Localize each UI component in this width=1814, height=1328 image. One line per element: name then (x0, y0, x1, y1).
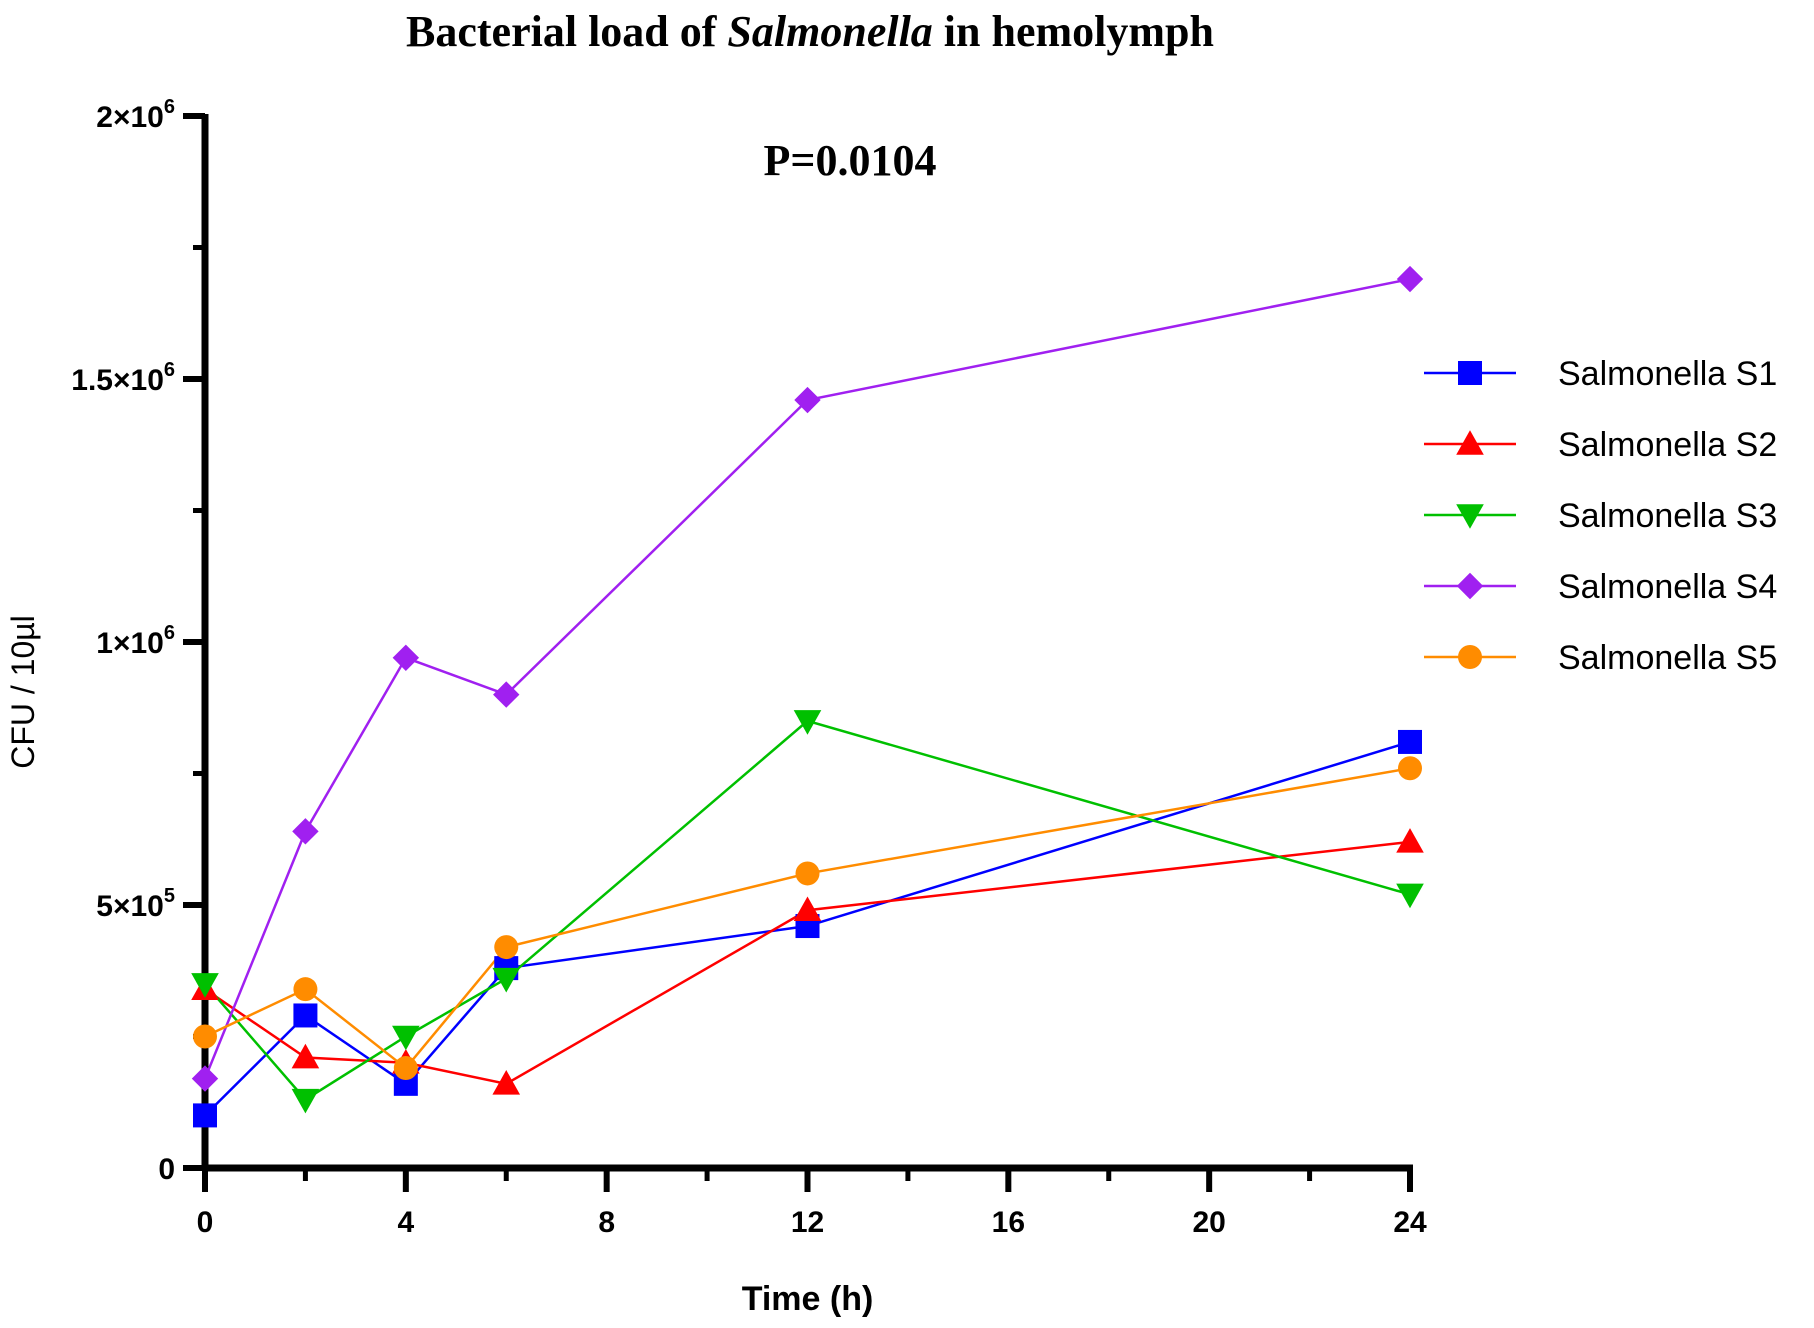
legend-label: Salmonella S2 (1558, 426, 1777, 464)
y-tick-label: 1×106 (96, 622, 175, 660)
data-point (392, 644, 420, 671)
legend-label: Salmonella S3 (1558, 497, 1777, 535)
y-tick-label: 2×106 (96, 96, 175, 134)
y-axis-title: CFU / 10µl (5, 615, 41, 769)
data-point (193, 1024, 217, 1049)
data-point (793, 896, 822, 922)
legend-label: Salmonella S5 (1558, 639, 1777, 677)
x-tick-label: 4 (397, 1206, 414, 1239)
data-point (291, 1043, 320, 1069)
data-point (492, 1070, 521, 1095)
data-point (1396, 883, 1424, 909)
data-point (392, 1025, 420, 1051)
y-tick-label: 5×105 (96, 885, 175, 923)
legend-label: Salmonella S1 (1558, 355, 1777, 393)
legend-item-s1: Salmonella S1 (1424, 355, 1777, 393)
data-point (1398, 729, 1422, 754)
legend: Salmonella S1 Salmonella S2 Salmonella S3 S… (1424, 355, 1777, 677)
data-point (291, 1088, 320, 1114)
x-tick-label: 16 (992, 1206, 1025, 1239)
chart-title-italic: Salmonella (727, 7, 933, 56)
legend-item-s4: Salmonella S4 (1424, 568, 1777, 606)
data-point (493, 681, 520, 708)
data-point (793, 710, 822, 735)
series-markers-s1 (193, 729, 1422, 1128)
legend-marker (1456, 572, 1484, 600)
series-line-s1 (204, 740, 1411, 1117)
data-point (1396, 828, 1424, 853)
series-markers-s5 (193, 756, 1422, 1081)
data-point (393, 1056, 418, 1081)
legend-item-s2: Salmonella S2 (1424, 426, 1777, 464)
data-point (1396, 265, 1424, 293)
legend-item-s3: Salmonella S3 (1424, 497, 1777, 535)
data-point (492, 967, 521, 993)
data-point (293, 1003, 318, 1028)
data-point (191, 973, 219, 998)
data-point (794, 386, 821, 414)
legend-item-s5: Salmonella S5 (1424, 639, 1777, 677)
y-tick-label: 0 (158, 1153, 175, 1186)
legend-label: Salmonella S4 (1558, 568, 1777, 606)
series-markers-s3 (191, 710, 1424, 1114)
legend-marker (1456, 430, 1484, 455)
chart-title-prefix: Bacterial load of (406, 7, 728, 56)
chart-title: Bacterial load of Salmonella in hemolymp… (0, 2, 1620, 62)
x-tick-label: 8 (598, 1206, 615, 1239)
x-tick-label: 24 (1393, 1206, 1427, 1239)
data-point (1398, 756, 1422, 781)
x-tick-label: 0 (197, 1206, 214, 1239)
legend-marker (1458, 645, 1482, 669)
x-tick-label: 20 (1192, 1206, 1225, 1239)
series-line-s4 (203, 277, 1411, 1080)
data-point (193, 1103, 217, 1128)
legend-marker (1456, 504, 1484, 529)
data-point (191, 1065, 219, 1092)
x-tick-label: 12 (791, 1206, 824, 1239)
x-axis-title: Time (h) (742, 1280, 874, 1318)
legend-marker (1458, 361, 1482, 385)
series-line-s2 (204, 840, 1411, 1086)
y-tick-label: 1.5×106 (71, 359, 175, 397)
series-line-s5 (204, 767, 1411, 1070)
p-value-annotation: P=0.0104 (763, 136, 937, 185)
data-point (795, 861, 820, 886)
series-markers-s4 (191, 265, 1424, 1092)
chart-title-suffix: in hemolymph (932, 7, 1214, 56)
data-point (293, 977, 318, 1002)
data-point (494, 935, 519, 960)
data-point (292, 818, 319, 845)
